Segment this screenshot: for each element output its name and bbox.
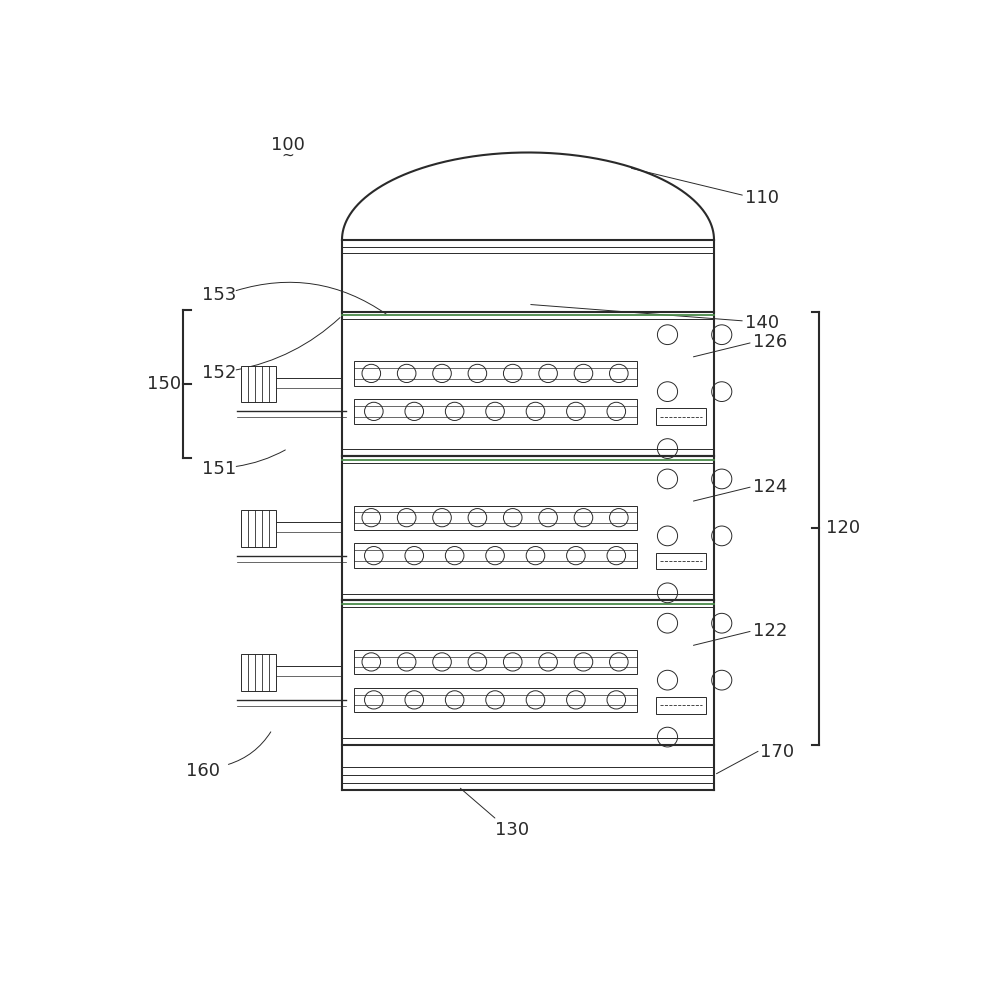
- Bar: [241, 366, 276, 402]
- Bar: [354, 543, 637, 568]
- Bar: [241, 510, 276, 546]
- Text: 110: 110: [745, 189, 779, 207]
- Bar: [354, 399, 637, 424]
- Text: 120: 120: [826, 520, 860, 537]
- Bar: [354, 506, 637, 529]
- Text: 140: 140: [745, 315, 779, 332]
- Text: 122: 122: [753, 622, 787, 640]
- Text: 150: 150: [147, 375, 181, 393]
- Text: ~: ~: [281, 148, 294, 163]
- Text: 153: 153: [202, 286, 237, 305]
- Bar: [656, 697, 706, 714]
- Bar: [354, 650, 637, 674]
- Text: 160: 160: [186, 762, 220, 780]
- Text: 152: 152: [202, 364, 237, 382]
- Text: 100: 100: [271, 136, 305, 154]
- Text: 170: 170: [761, 743, 795, 761]
- Bar: [656, 408, 706, 425]
- Text: 124: 124: [753, 477, 787, 496]
- Bar: [241, 655, 276, 691]
- Text: 130: 130: [495, 821, 530, 839]
- Text: 126: 126: [753, 333, 787, 351]
- Bar: [656, 552, 706, 569]
- Text: 151: 151: [202, 460, 237, 478]
- Bar: [354, 361, 637, 386]
- Bar: [354, 688, 637, 712]
